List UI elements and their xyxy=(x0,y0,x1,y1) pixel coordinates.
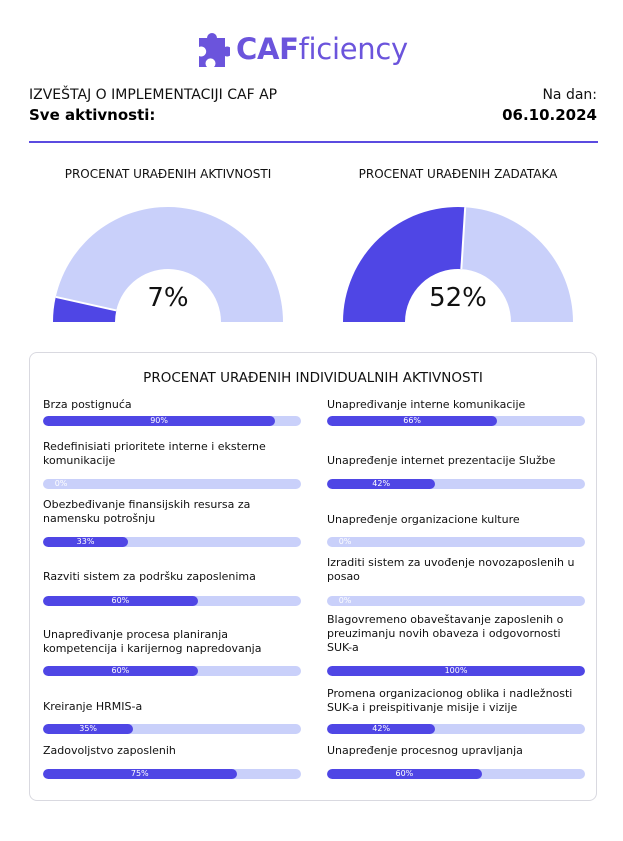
activity-label: Izraditi sistem za uvođenje novozaposlen… xyxy=(327,556,575,583)
progress-bar: 0% xyxy=(43,479,301,489)
progress-fill xyxy=(327,479,436,489)
header-divider xyxy=(29,141,598,143)
report-date: 06.10.2024 xyxy=(502,106,597,124)
progress-fill xyxy=(327,724,436,734)
individual-activities-panel: PROCENAT URAĐENIH INDIVIDUALNIH AKTIVNOS… xyxy=(29,352,597,801)
progress-fill xyxy=(43,416,276,426)
progress-fill xyxy=(43,537,129,547)
progress-value: 42% xyxy=(372,479,391,488)
progress-bar: 33% xyxy=(43,537,301,547)
progress-fill xyxy=(43,769,237,779)
progress-value: 100% xyxy=(444,666,468,675)
progress-bar: 35% xyxy=(43,724,301,734)
logo-rest: ficiency xyxy=(298,31,409,66)
gauge-separator xyxy=(460,207,467,270)
progress-bar: 42% xyxy=(327,724,585,734)
progress-value: 75% xyxy=(130,769,149,778)
progress-value: 66% xyxy=(403,416,422,425)
progress-bar: 0% xyxy=(327,596,585,606)
progress-value: 60% xyxy=(395,769,414,778)
progress-bar: 75% xyxy=(43,769,301,779)
logo-text: CAFficiency xyxy=(236,31,409,66)
progress-value: 33% xyxy=(76,537,95,546)
progress-bar: 0% xyxy=(327,537,585,547)
progress-fill xyxy=(327,769,482,779)
activity-label: Obezbeđivanje finansijskih resursa za na… xyxy=(43,498,251,525)
activity-label: Blagovremeno obaveštavanje zaposlenih o … xyxy=(327,613,564,654)
progress-value: 35% xyxy=(79,724,98,733)
progress-value: 42% xyxy=(372,724,391,733)
report-subtitle: Sve aktivnosti: xyxy=(29,106,156,124)
progress-bar: 100% xyxy=(327,666,585,676)
progress-bar: 90% xyxy=(43,416,301,426)
activity-label: Unapređenje internet prezentacije Službe xyxy=(327,454,556,467)
gauge-track xyxy=(461,207,573,322)
progress-bar: 60% xyxy=(43,666,301,676)
logo-bold: CAF xyxy=(236,31,299,66)
gauge-activities: PROCENAT URAĐENIH AKTIVNOSTI 7% xyxy=(43,166,293,322)
progress-bar: 60% xyxy=(327,769,585,779)
report-title: IZVEŠTAJ O IMPLEMENTACIJI CAF AP xyxy=(29,87,278,103)
activity-label: Kreiranje HRMIS-a xyxy=(43,700,143,713)
activity-label: Zadovoljstvo zaposlenih xyxy=(43,744,176,757)
progress-bar: 42% xyxy=(327,479,585,489)
activity-label: Redefinisiati prioritete interne i ekste… xyxy=(43,440,266,467)
progress-fill xyxy=(327,666,585,676)
progress-value: 0% xyxy=(338,596,352,605)
activity-label: Unapređenje procesnog upravljanja xyxy=(327,744,523,757)
activity-label: Unapređivanje procesa planiranja kompete… xyxy=(43,628,262,655)
progress-fill xyxy=(43,666,198,676)
gauge-fill xyxy=(53,296,117,322)
progress-value: 0% xyxy=(338,537,352,546)
progress-bar: 66% xyxy=(327,416,585,426)
gauge-chart xyxy=(343,207,573,322)
gauge-value: 52% xyxy=(429,283,487,313)
panel-title: PROCENAT URAĐENIH INDIVIDUALNIH AKTIVNOS… xyxy=(143,370,483,386)
gauge-title: PROCENAT URAĐENIH ZADATAKA xyxy=(358,167,558,181)
gauge-fill xyxy=(343,207,466,322)
activity-label: Razviti sistem za podršku zaposlenima xyxy=(43,570,256,583)
activity-label: Unapređenje organizacione kulture xyxy=(327,513,520,526)
report-date-block: Na dan: 06.10.2024 xyxy=(502,86,597,126)
gauge-track xyxy=(55,206,283,322)
logo: CAFficiency xyxy=(196,27,408,71)
progress-fill xyxy=(327,416,498,426)
progress-fill xyxy=(43,596,198,606)
progress-bar: 60% xyxy=(43,596,301,606)
gauge-separator xyxy=(55,295,117,312)
progress-value: 60% xyxy=(111,666,130,675)
progress-value: 60% xyxy=(111,596,130,605)
gauge-title: PROCENAT URAĐENIH AKTIVNOSTI xyxy=(64,167,272,181)
activity-label: Unapređivanje interne komunikacije xyxy=(327,398,526,411)
activity-label: Brza postignuća xyxy=(43,398,132,411)
progress-fill xyxy=(43,724,134,734)
date-label: Na dan: xyxy=(542,87,597,103)
gauge-value: 7% xyxy=(147,283,189,313)
activity-label: Promena organizacionog oblika i nadležno… xyxy=(327,687,573,714)
progress-value: 0% xyxy=(54,479,68,488)
report-header: IZVEŠTAJ O IMPLEMENTACIJI CAF AP Sve akt… xyxy=(29,86,277,126)
progress-value: 90% xyxy=(150,416,168,425)
gauge-tasks: PROCENAT URAĐENIH ZADATAKA 52% xyxy=(333,166,583,322)
puzzle-icon xyxy=(199,33,230,67)
gauge-chart xyxy=(53,206,283,322)
